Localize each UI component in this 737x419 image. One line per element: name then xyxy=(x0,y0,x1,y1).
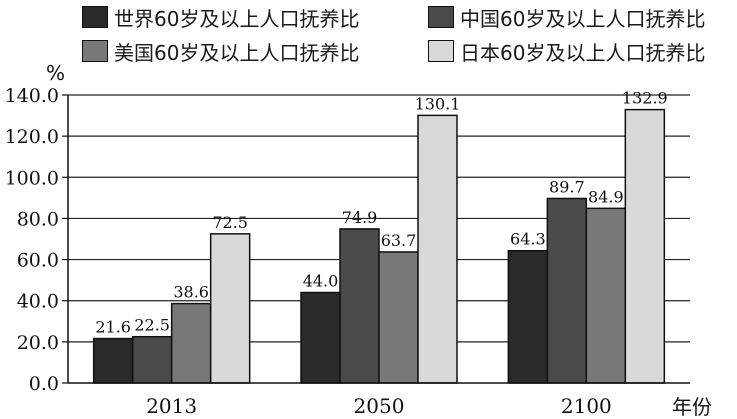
data-label: 63.7 xyxy=(381,231,417,250)
legend-label-china: 中国60岁及以上人口抚养比 xyxy=(460,6,706,31)
legend-label-usa: 美国60岁及以上人口抚养比 xyxy=(114,40,360,65)
y-tick-label: 140.0 xyxy=(5,85,59,107)
legend-swatch-world xyxy=(82,6,108,28)
bar xyxy=(507,249,549,384)
data-label: 44.0 xyxy=(303,271,339,290)
x-category-label: 2050 xyxy=(354,394,405,418)
bar xyxy=(378,251,419,384)
y-tick-label: 0.0 xyxy=(29,373,59,395)
data-label: 132.9 xyxy=(622,89,668,108)
x-axis-title: 年份 xyxy=(672,395,712,419)
bar xyxy=(170,302,212,384)
data-label: 38.6 xyxy=(173,283,209,302)
y-tick-label: 120.0 xyxy=(5,126,59,148)
legend-item-usa: 美国60岁及以上人口抚养比 xyxy=(82,38,360,65)
legend-label-japan: 日本60岁及以上人口抚养比 xyxy=(460,40,706,65)
axes xyxy=(67,95,690,384)
data-label: 84.9 xyxy=(588,187,624,206)
data-label: 89.7 xyxy=(549,177,585,196)
legend-item-china: 中国60岁及以上人口抚养比 xyxy=(428,4,706,31)
bar xyxy=(417,114,458,384)
data-label: 21.6 xyxy=(95,318,131,337)
y-axis-unit-label: % xyxy=(46,61,65,85)
legend-item-world: 世界60岁及以上人口抚养比 xyxy=(82,4,360,31)
x-category-label: 2013 xyxy=(146,394,197,418)
legend-item-japan: 日本60岁及以上人口抚养比 xyxy=(428,38,706,65)
bar xyxy=(209,233,251,384)
bar xyxy=(92,337,134,384)
data-label: 74.9 xyxy=(342,208,378,227)
y-tick-label: 80.0 xyxy=(17,208,59,230)
data-label: 130.1 xyxy=(415,94,461,113)
bar xyxy=(300,291,341,384)
data-label: 22.5 xyxy=(134,316,170,335)
y-tick-label: 60.0 xyxy=(17,250,59,272)
data-label: 64.3 xyxy=(510,230,546,249)
bar xyxy=(131,335,173,384)
labels: % 年份 0.0 20.0 40.0 60.0 80.0 100.0 120.0 140.0 2… xyxy=(5,61,712,419)
y-tick-label: 40.0 xyxy=(17,291,59,313)
bar xyxy=(339,228,380,384)
data-label: 72.5 xyxy=(212,213,248,232)
x-category-label: 2100 xyxy=(561,394,612,418)
bar xyxy=(624,108,666,384)
legend-swatch-japan xyxy=(428,40,454,62)
legend-label-world: 世界60岁及以上人口抚养比 xyxy=(114,6,360,31)
y-tick-label: 20.0 xyxy=(17,332,59,354)
legend: 世界60岁及以上人口抚养比 中国60岁及以上人口抚养比 美国60岁及以上人口抚养… xyxy=(0,0,737,80)
bar xyxy=(585,207,627,384)
bars xyxy=(92,108,666,384)
y-tick-label: 100.0 xyxy=(5,167,59,189)
bar xyxy=(546,197,588,384)
legend-swatch-china xyxy=(428,6,454,28)
legend-swatch-usa xyxy=(82,40,108,62)
